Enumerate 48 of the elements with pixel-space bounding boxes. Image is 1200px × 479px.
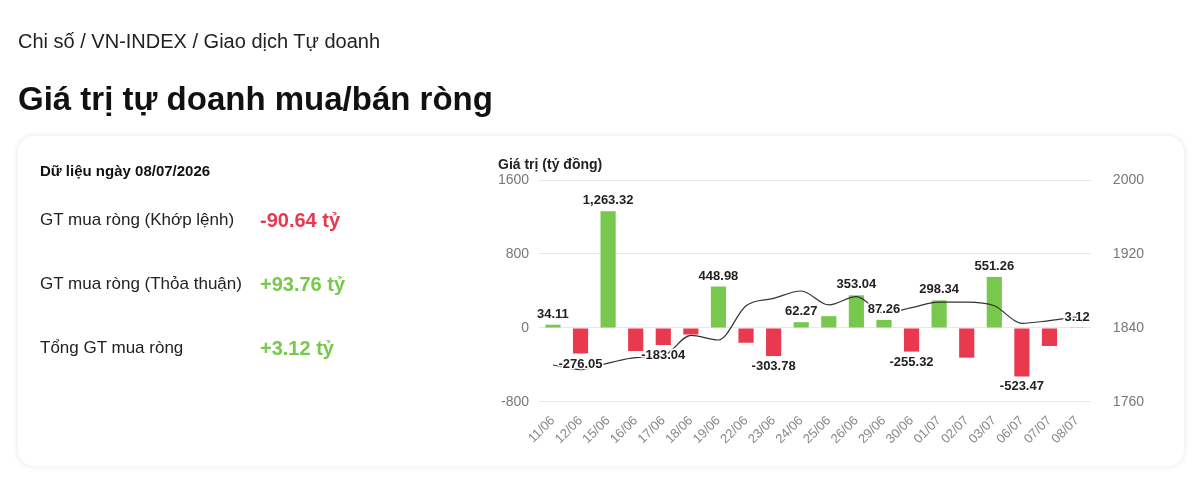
text: Dữ liệu ngày 08/07/2026 [40, 162, 212, 179]
bar [766, 328, 782, 357]
bar [1014, 328, 1030, 377]
text: Tổng GT mua ròng [40, 337, 185, 359]
bar [1041, 328, 1058, 346]
data-label: 34.11 [537, 305, 569, 321]
data-label: 298.34 [919, 281, 960, 297]
y2-tick-label: 1840 [1112, 318, 1145, 335]
text: +93.76 tỷ [260, 272, 346, 296]
data-label: -523.47 [999, 378, 1044, 394]
data-label: 448.98 [698, 267, 739, 283]
bar [848, 295, 864, 328]
bar [655, 328, 671, 345]
y-tick-label: 1600 [497, 170, 530, 187]
data-label: -303.78 [751, 358, 796, 374]
text: GT mua ròng (Khớp lệnh) [40, 209, 236, 231]
data-label: 1,263.32 [582, 192, 634, 208]
bar [876, 319, 892, 328]
data-label: 551.26 [974, 258, 1015, 274]
y2-tick-label: 1920 [1112, 244, 1145, 261]
text: +3.12 tỷ [260, 336, 334, 360]
bar [959, 328, 975, 358]
text: Giá trị tự doanh mua/bán ròng [18, 80, 493, 118]
data-label: -276.05 [558, 355, 603, 371]
bar [572, 328, 589, 354]
text: Chi số / VN-INDEX / Giao dịch Tự doanh [18, 30, 381, 53]
data-label: -255.32 [889, 353, 934, 369]
bar [986, 276, 1002, 328]
y2-tick-label: 1760 [1112, 392, 1145, 409]
data-label: 353.04 [836, 276, 878, 292]
bar [793, 322, 809, 328]
data-label: 3.12 [1064, 308, 1090, 324]
bar [600, 211, 616, 328]
bar [903, 328, 920, 352]
y-tick-label: -800 [501, 392, 530, 409]
y-tick-label: 800 [505, 244, 530, 261]
data-label: 62.27 [784, 303, 818, 319]
y-axis-title: Giá trị (tỷ đồng) [498, 156, 603, 172]
bar [683, 328, 699, 335]
y2-tick-label: 2000 [1112, 170, 1145, 187]
bar [738, 328, 754, 343]
bar [931, 300, 947, 328]
bar [821, 316, 837, 328]
bar [710, 286, 727, 328]
y-tick-label: 0 [521, 318, 530, 335]
text: GT mua ròng (Thỏa thuận) [40, 273, 243, 295]
text: -90.64 tỷ [260, 208, 341, 232]
bar [628, 328, 644, 352]
